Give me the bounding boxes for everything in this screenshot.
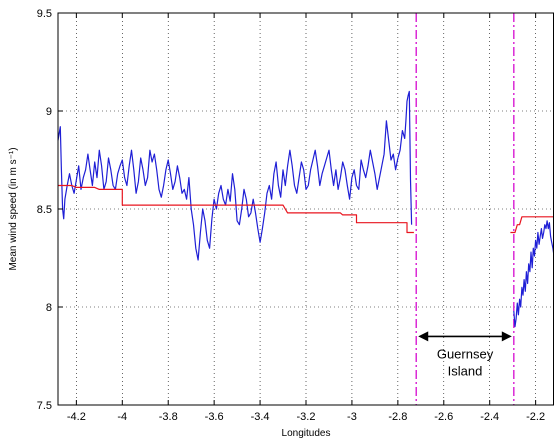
x-tick-label: -2.8 xyxy=(388,411,407,423)
x-tick-label: -3.8 xyxy=(159,411,178,423)
x-tick-label: -3 xyxy=(347,411,357,423)
x-tick-label: -3.4 xyxy=(251,411,270,423)
y-tick-label: 9 xyxy=(46,106,52,118)
y-tick-label: 8.5 xyxy=(37,204,52,216)
wind-speed-line xyxy=(57,90,413,261)
guernsey-annotation: Guernsey Island xyxy=(418,331,512,378)
data-series xyxy=(57,90,554,328)
grid-lines xyxy=(58,13,554,405)
annotation-text-line-2: Island xyxy=(448,363,483,378)
axis-ticks: -4.2 -4 -3.8 -3.6 -3.4 -3.2 -3 -2.8 -2.6 -2.4 -2.2… xyxy=(37,8,545,423)
arrowhead-left xyxy=(418,331,429,342)
arrowhead-right xyxy=(501,331,512,342)
x-tick-label: -4 xyxy=(117,411,127,423)
x-tick-label: -4.2 xyxy=(67,411,86,423)
x-tick-label: -3.6 xyxy=(205,411,224,423)
x-axis-label: Longitudes xyxy=(282,428,331,439)
x-tick-label: -2.2 xyxy=(526,411,545,423)
y-tick-label: 9.5 xyxy=(37,8,52,20)
y-tick-label: 8 xyxy=(46,302,52,314)
x-tick-label: -2.6 xyxy=(434,411,453,423)
wind-speed-line xyxy=(513,220,554,328)
x-tick-label: -3.2 xyxy=(297,411,316,423)
y-tick-label: 7.5 xyxy=(37,400,52,412)
island-boundary-lines xyxy=(415,13,515,405)
y-axis-label: Mean wind speed (in m s⁻¹) xyxy=(8,147,19,270)
mean-speed-step-line xyxy=(510,216,554,234)
mean-speed-step-line xyxy=(58,184,414,234)
x-tick-label: -2.4 xyxy=(480,411,499,423)
annotation-text-line-1: Guernsey xyxy=(437,346,494,361)
